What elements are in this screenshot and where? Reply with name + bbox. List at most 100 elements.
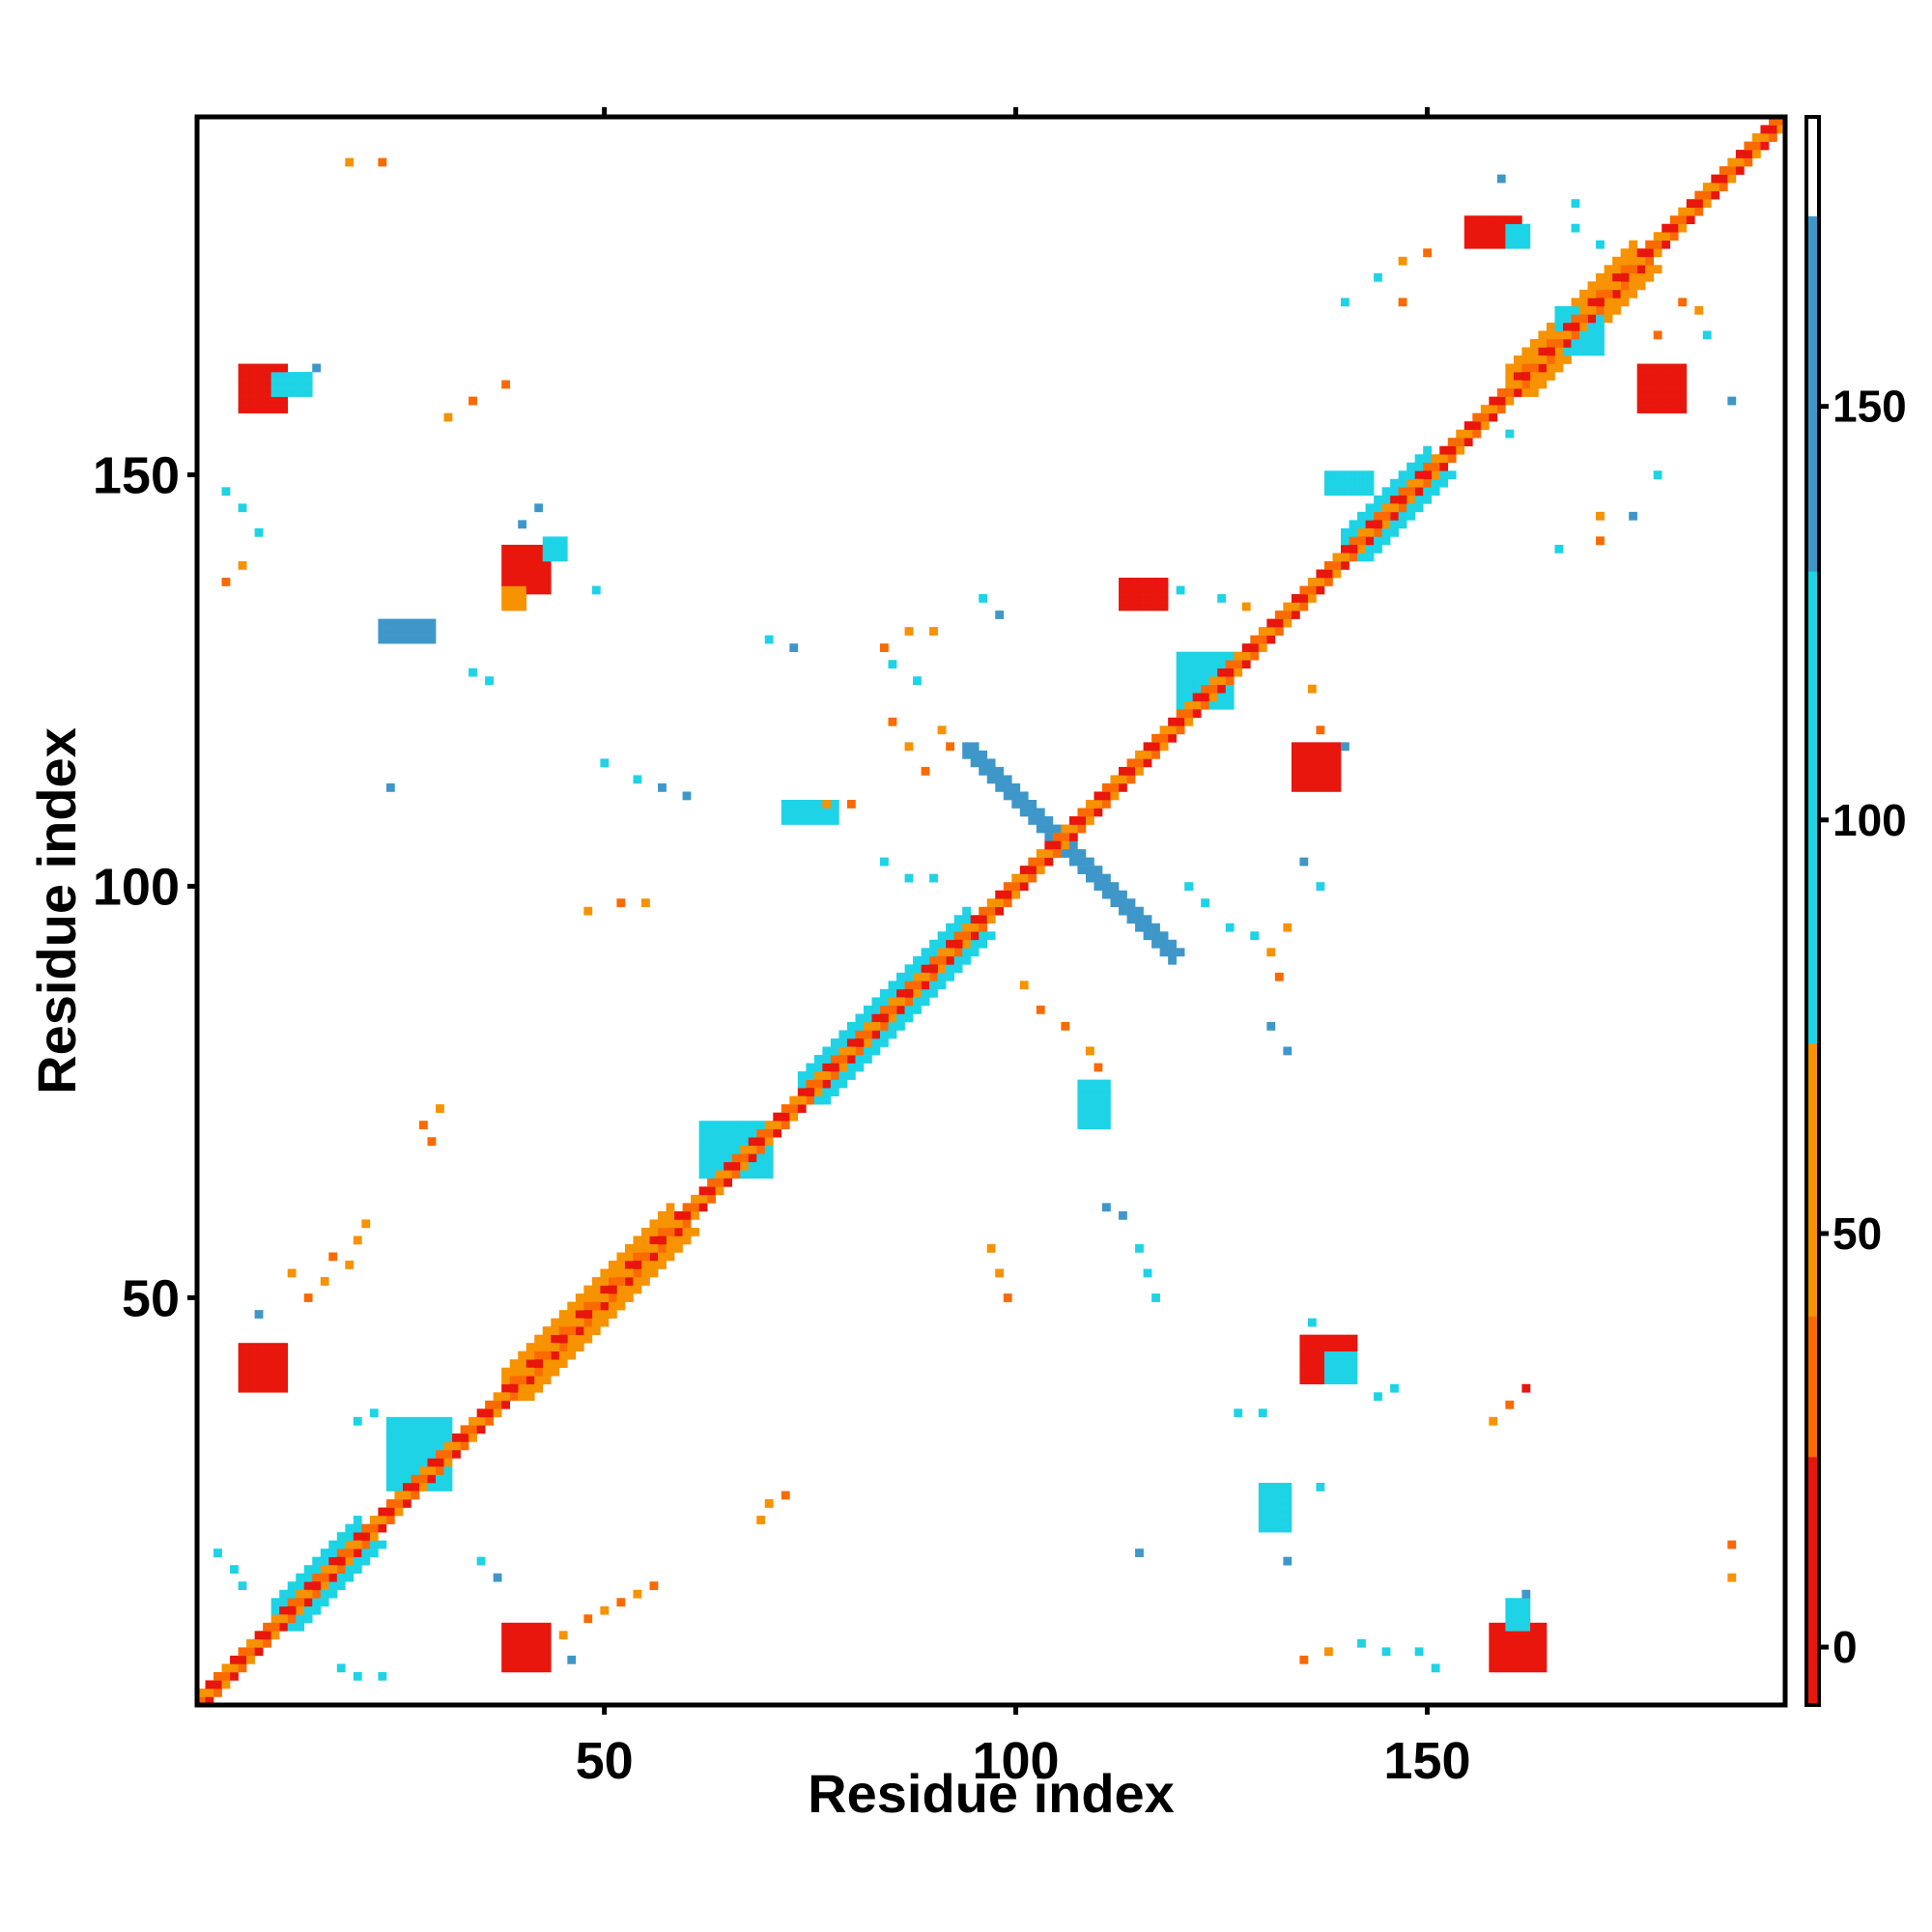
heatmap-cell [427,635,437,644]
heatmap-cell [1423,462,1433,471]
heatmap-cell [591,585,601,595]
heatmap-cell [1094,1121,1103,1130]
heatmap-cell [1044,833,1054,841]
heatmap-cell [1159,602,1169,611]
heatmap-cell [846,1063,856,1072]
heatmap-cell [567,1301,577,1311]
heatmap-cell [1003,782,1012,792]
heatmap-cell [1119,766,1127,776]
heatmap-cell [813,1071,823,1080]
heatmap-cell [1744,150,1753,158]
heatmap-cell [896,980,905,990]
heatmap-cell [838,1046,848,1056]
heatmap-cell [822,1063,832,1072]
heatmap-cell [385,618,395,628]
heatmap-cell [518,1638,527,1648]
heatmap-cell [534,1655,544,1664]
heatmap-cell [797,800,807,809]
heatmap-cell [830,800,839,809]
heatmap-cell [1126,758,1136,768]
heatmap-cell [287,388,297,397]
heatmap-cell [583,1326,593,1335]
heatmap-cell [270,1359,280,1369]
heatmap-cell [1554,347,1564,356]
heatmap-cell [476,1425,486,1435]
heatmap-cell [551,1318,560,1327]
heatmap-cell [838,1071,848,1080]
heatmap-cell [246,380,255,389]
heatmap-cell [1521,388,1531,397]
heatmap-cell [979,915,988,924]
heatmap-cell [1662,232,1671,242]
heatmap-cell [633,775,642,784]
heatmap-cell [427,1433,437,1442]
heatmap-cell [1357,1638,1366,1648]
heatmap-cell [871,1038,881,1047]
heatmap-cell [1678,372,1688,381]
heatmap-cell [1341,1367,1350,1377]
heatmap-cell [402,1449,412,1459]
heatmap-cell [707,1121,716,1130]
heatmap-cell [460,1433,469,1442]
heatmap-cell [509,1383,519,1393]
heatmap-cell [813,1055,823,1064]
heatmap-cell [1538,1663,1548,1673]
heatmap-cell [1489,1663,1498,1673]
heatmap-cell [1168,955,1177,965]
heatmap-cell [394,1483,404,1492]
heatmap-cell [880,643,889,652]
heatmap-cell [1307,775,1317,784]
heatmap-cell [385,635,395,644]
heatmap-cell [756,1516,766,1524]
heatmap-cell [1176,700,1185,710]
heatmap-cell [1678,380,1688,389]
heatmap-cell [1414,454,1424,464]
heatmap-cell [846,1030,856,1039]
heatmap-cell [1521,1598,1531,1607]
heatmap-cell [764,1128,774,1138]
heatmap-cell [238,388,247,397]
heatmap-cell [591,1318,601,1327]
heatmap-cell [1068,849,1078,858]
heatmap-cell [385,1449,395,1459]
heatmap-cell [1620,256,1630,266]
heatmap-cell [1323,478,1333,488]
heatmap-cell [518,1655,527,1664]
heatmap-cell [1563,347,1572,356]
heatmap-cell [518,1392,527,1402]
heatmap-cell [724,1145,732,1154]
heatmap-cell [1151,931,1160,941]
heatmap-cell [608,1268,617,1278]
heatmap-cell [953,964,963,974]
heatmap-cell [1332,478,1342,488]
heatmap-cell [813,1095,823,1105]
heatmap-cell [1554,355,1564,364]
heatmap-cell [1274,1483,1284,1492]
heatmap-cell [1110,791,1120,801]
heatmap-cell [904,1013,914,1023]
heatmap-cell [756,1161,766,1171]
heatmap-cell [583,906,593,916]
heatmap-cell [822,1088,832,1096]
heatmap-cell [518,1647,527,1657]
heatmap-cell [1036,1005,1045,1014]
heatmap-cell [1587,347,1597,356]
heatmap-cell [1505,1631,1515,1640]
heatmap-cell [715,1161,724,1171]
heatmap-cell [1176,676,1185,686]
heatmap-cell [575,1334,584,1344]
heatmap-cell [1341,553,1350,562]
heatmap-cell [979,594,988,603]
heatmap-cell [1662,388,1671,397]
heatmap-cell [385,1516,395,1524]
heatmap-cell [394,1433,404,1442]
heatmap-cell [296,380,305,389]
heatmap-cell [995,906,1005,916]
heatmap-cell [246,1343,255,1352]
heatmap-cell [600,1318,610,1327]
heatmap-cell [263,388,271,397]
heatmap-cell [855,1046,865,1056]
heatmap-cell [469,1433,477,1442]
heatmap-cell [1028,808,1037,817]
heatmap-cell [361,1523,371,1533]
